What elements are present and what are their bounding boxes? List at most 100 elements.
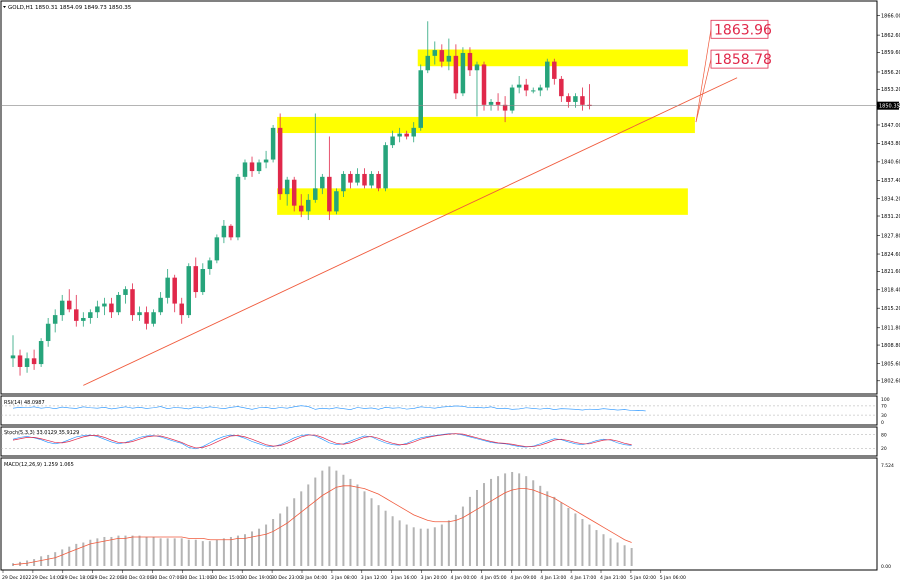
current-price-line: 1850.35 (1, 101, 900, 110)
macd-histogram-bar (363, 491, 366, 566)
price-label-connector (695, 29, 712, 123)
macd-histogram-bar (222, 538, 225, 566)
candle-body (355, 173, 360, 183)
time-tick-label: 4 Jan 13:00 (540, 575, 566, 581)
candle-body (291, 179, 297, 206)
rsi-level-label: 100 (881, 397, 890, 403)
macd-histogram-bar (279, 513, 282, 566)
macd-histogram-bar (433, 527, 436, 566)
candle-body (362, 173, 367, 186)
candle-body (341, 173, 346, 192)
macd-histogram-bar (152, 536, 155, 566)
time-tick-label: 3 Jan 16:00 (391, 575, 417, 581)
macd-histogram-bar (117, 535, 120, 566)
candle-body (523, 84, 529, 91)
stochastic-pane: Stoch(5,3,3) 33.0129 35.9129 80 20 (0, 426, 887, 457)
current-price-box (877, 101, 899, 110)
candle-body (95, 306, 100, 313)
macd-histogram-bar (391, 516, 394, 566)
price-tick-label: 1824.60 (881, 252, 900, 258)
macd-histogram-bar (377, 505, 380, 566)
macd-histogram-bar (461, 506, 464, 566)
macd-histogram-bar (215, 539, 218, 566)
price-label-box (710, 49, 769, 69)
candle-body (369, 173, 374, 186)
rsi-level-label: 0 (881, 420, 884, 426)
candle-body (102, 303, 107, 307)
time-tick-label: 4 Jan 17:00 (570, 575, 596, 581)
candle-body (566, 96, 571, 102)
time-tick-label: 30 Dec 03:00 (122, 575, 153, 581)
stochastic-level-label: 20 (881, 446, 887, 452)
macd-histogram-bar (405, 524, 408, 566)
zone-rect (277, 188, 688, 215)
price-tick-label: 1811.80 (881, 326, 900, 332)
candle-body (348, 173, 353, 183)
candle-body (467, 52, 473, 71)
time-tick-label: 3 Jan 08:00 (331, 575, 357, 581)
macd-histogram-bar (426, 528, 429, 566)
candle-body (186, 266, 191, 316)
macd-histogram-bar (419, 528, 422, 566)
candle-body (277, 127, 283, 195)
macd-pane-frame (0, 457, 878, 571)
title-marker-icon (3, 6, 6, 8)
macd-histogram-bar (265, 524, 268, 566)
price-tick-label: 1856.20 (881, 70, 900, 76)
time-tick-label: 29 Dec 22:00 (92, 575, 123, 581)
time-tick-label: 4 Jan 00:00 (451, 575, 477, 581)
macd-histogram-bar (335, 470, 338, 566)
macd-histogram-bar (110, 536, 113, 566)
time-tick-label: 3 Jan 12:00 (361, 575, 387, 581)
macd-histogram-bar (454, 514, 457, 566)
macd-histogram-bar (398, 520, 401, 566)
macd-histogram-bar (54, 552, 57, 566)
candle-body (137, 312, 142, 316)
macd-histogram-bar (208, 541, 211, 566)
support-resistance-zones (277, 49, 695, 215)
candle-body (214, 237, 220, 261)
price-pane-frame (0, 0, 878, 395)
candle-body (123, 289, 128, 295)
macd-histogram-bar (553, 496, 556, 566)
macd-histogram-bar (412, 527, 415, 566)
macd-histogram-bar (321, 470, 324, 566)
macd-histogram-bar (525, 476, 528, 566)
candle-body (200, 269, 206, 293)
candle-body (228, 225, 234, 238)
time-tick-label: 4 Jan 21:00 (600, 575, 626, 581)
candle-body (38, 341, 44, 365)
candle-body (66, 300, 72, 310)
time-tick-label: 30 Dec 11:00 (181, 575, 212, 581)
stochastic-signal-line (12, 433, 632, 449)
time-tick-label: 3 Jan 04:00 (301, 575, 327, 581)
candle-body (256, 162, 262, 172)
candle-body (425, 55, 431, 71)
price-label-text: 1858.78 (714, 52, 772, 68)
macd-histogram-bar (258, 528, 261, 566)
time-tick-label: 30 Dec 15:00 (211, 575, 242, 581)
current-price-label: 1850.35 (879, 103, 900, 109)
candle-body (81, 317, 86, 321)
macd-histogram-bar (567, 507, 570, 566)
macd-histogram-bar (602, 534, 605, 566)
candle-body (390, 136, 395, 146)
candle-body (158, 297, 163, 313)
candle-body (545, 61, 550, 88)
macd-histogram-bar (546, 491, 549, 566)
candle-body (221, 225, 227, 238)
candle-body (306, 199, 311, 212)
candle-body (481, 64, 487, 105)
candle-body (270, 127, 276, 160)
price-tick-label: 1805.60 (881, 361, 900, 367)
candle-body (327, 176, 332, 212)
rsi-title: RSI(14) 48.0987 (4, 400, 45, 406)
macd-histogram-bar (475, 489, 478, 566)
candle-body (144, 312, 149, 324)
macd-histogram-bar (173, 538, 176, 566)
stochastic-pane-frame (0, 426, 878, 457)
candle-body (587, 104, 592, 106)
time-tick-label: 30 Dec 23:00 (271, 575, 302, 581)
candle-body (242, 162, 248, 177)
